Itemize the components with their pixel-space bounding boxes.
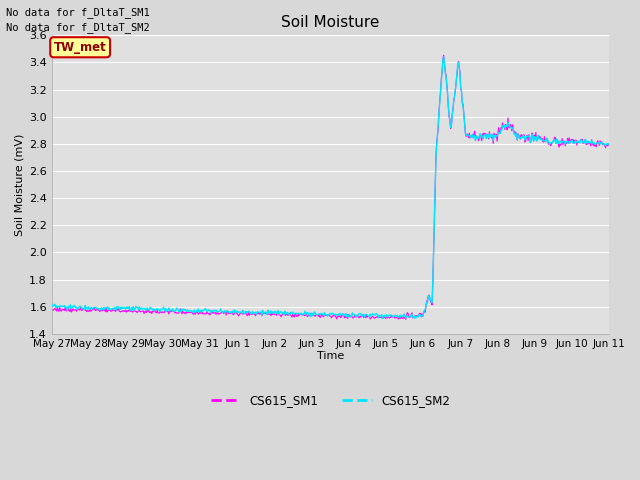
Legend: CS615_SM1, CS615_SM2: CS615_SM1, CS615_SM2 xyxy=(206,389,454,411)
X-axis label: Time: Time xyxy=(317,351,344,361)
Text: TW_met: TW_met xyxy=(54,41,106,54)
Title: Soil Moisture: Soil Moisture xyxy=(281,15,380,30)
Text: No data for f_DltaT_SM2: No data for f_DltaT_SM2 xyxy=(6,22,150,33)
Text: No data for f_DltaT_SM1: No data for f_DltaT_SM1 xyxy=(6,7,150,18)
Y-axis label: Soil Moisture (mV): Soil Moisture (mV) xyxy=(15,133,25,236)
